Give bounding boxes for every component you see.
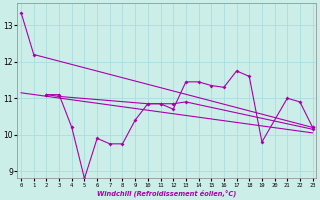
X-axis label: Windchill (Refroidissement éolien,°C): Windchill (Refroidissement éolien,°C): [97, 189, 236, 197]
